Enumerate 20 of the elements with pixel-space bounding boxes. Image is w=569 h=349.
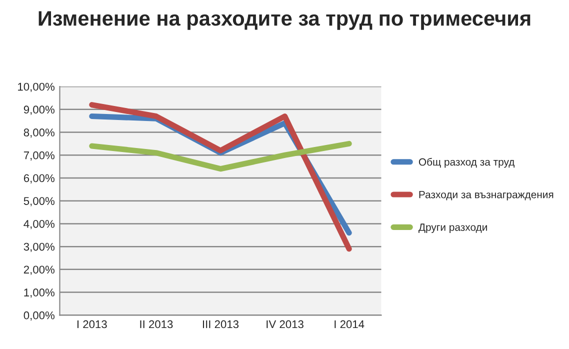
y-tick-label: 9,00% bbox=[24, 106, 54, 115]
y-tick-label: 2,00% bbox=[24, 266, 54, 275]
y-tick-label: 6,00% bbox=[24, 174, 54, 184]
y-tick-label: 10,00% bbox=[18, 82, 54, 92]
x-tick-label: IV 2013 bbox=[266, 320, 304, 328]
x-tick-label: III 2013 bbox=[202, 320, 239, 328]
legend-label: Други разходи bbox=[418, 224, 487, 233]
chart-title: Изменение на разходите за труд по тримесечия bbox=[38, 11, 530, 30]
legend-label: Общ разход за труд bbox=[418, 158, 515, 168]
x-tick-label: I 2014 bbox=[334, 320, 364, 328]
y-tick-label: 8,00% bbox=[24, 128, 54, 138]
y-tick-label: 1,00% bbox=[24, 288, 54, 298]
x-tick-label: I 2013 bbox=[77, 320, 107, 328]
legend-label: Разходи за възнаграждения bbox=[419, 191, 554, 200]
y-tick-label: 5,00% bbox=[24, 197, 54, 206]
y-tick-label: 7,00% bbox=[24, 151, 54, 161]
y-tick-label: 3,00% bbox=[24, 242, 54, 252]
x-tick-label: II 2013 bbox=[140, 320, 173, 328]
y-tick-label: 0,00% bbox=[24, 311, 54, 321]
y-tick-label: 4,00% bbox=[24, 220, 54, 230]
